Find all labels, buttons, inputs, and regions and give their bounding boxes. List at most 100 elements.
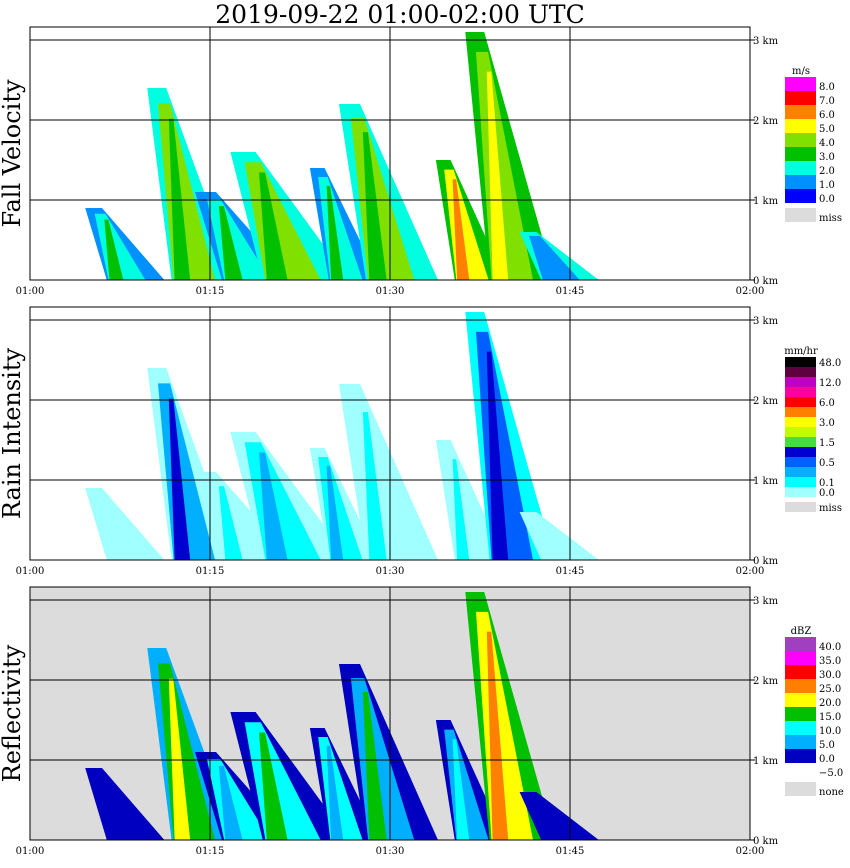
legend-label: 25.0 — [819, 684, 841, 695]
color-legend: m/s 8.0 7.0 6.0 5.0 4.0 3.0 2.0 1.0 0.0 miss — [785, 66, 842, 224]
panel-label: Reflectivity — [0, 644, 26, 782]
legend-label: miss — [819, 213, 842, 224]
legend-swatch — [785, 782, 816, 796]
echo-cell — [339, 664, 438, 840]
x-tick-label: 01:30 — [376, 846, 405, 857]
echo-layer — [168, 678, 191, 840]
echo-layer — [218, 206, 243, 280]
y-tick-label: 2 km — [753, 116, 779, 127]
echo-layer — [326, 185, 344, 280]
legend-label: 1.0 — [819, 180, 835, 191]
echo-layer — [452, 179, 470, 280]
y-tick-label: 0 km — [753, 556, 779, 567]
x-tick-label: 01:15 — [196, 566, 225, 577]
legend-swatch — [785, 679, 816, 693]
echo-layer — [452, 739, 470, 840]
y-tick-label: 3 km — [753, 596, 779, 607]
echo-layer — [326, 465, 344, 560]
y-tick-label: 0 km — [753, 276, 779, 287]
legend-swatch — [785, 147, 816, 161]
legend-swatch — [785, 417, 816, 427]
x-tick-label: 01:30 — [376, 566, 405, 577]
echo-cell — [230, 152, 350, 280]
legend-label: 4.0 — [819, 138, 835, 149]
echo-layer — [362, 692, 387, 840]
y-tick-label: 2 km — [753, 396, 779, 407]
legend-label: 5.0 — [819, 740, 835, 751]
echo-cell — [230, 432, 350, 560]
legend-swatch — [785, 377, 816, 387]
legend-swatch — [785, 749, 816, 763]
legend-swatch — [785, 502, 816, 512]
legend-swatch — [785, 437, 816, 447]
legend-swatch — [785, 367, 816, 377]
echo-layer — [218, 766, 243, 840]
legend-swatch — [785, 651, 816, 665]
legend-swatch — [785, 427, 816, 437]
legend-label: 48.0 — [819, 358, 841, 369]
legend-swatch — [785, 189, 816, 203]
legend-label: 1.5 — [819, 438, 835, 449]
legend-label: 35.0 — [819, 656, 841, 667]
legend-swatch — [785, 105, 816, 119]
echo-layer — [259, 732, 288, 840]
legend-label: 40.0 — [819, 642, 841, 653]
echo-layer — [362, 412, 387, 560]
echo-cell — [465, 592, 555, 840]
legend-label: 10.0 — [819, 726, 841, 737]
legend-label: 6.0 — [819, 398, 835, 409]
x-tick-label: 02:00 — [736, 566, 765, 577]
legend-swatch — [785, 208, 816, 222]
legend-swatch — [785, 133, 816, 147]
panel-label: Fall Velocity — [0, 79, 26, 228]
x-tick-label: 01:45 — [556, 566, 585, 577]
echo-layer — [168, 118, 191, 280]
echo-cell — [519, 792, 599, 840]
legend-swatch — [785, 707, 816, 721]
x-tick-label: 01:00 — [16, 566, 45, 577]
legend-label: 7.0 — [819, 96, 835, 107]
echo-layer — [104, 779, 124, 840]
echo-cell — [339, 104, 438, 280]
legend-label: 5.0 — [819, 124, 835, 135]
echo-layer — [486, 71, 509, 281]
legend-label: 0.1 — [819, 478, 835, 489]
legend-swatch — [785, 447, 816, 457]
legend-swatch — [785, 387, 816, 397]
echo-layer — [486, 631, 509, 840]
legend-label: 2.0 — [819, 166, 835, 177]
echo-layer — [538, 239, 558, 280]
chart-title: 2019-09-22 01:00-02:00 UTC — [215, 0, 585, 29]
legend-swatch — [785, 693, 816, 707]
legend-title: m/s — [792, 66, 810, 77]
echo-layer — [259, 452, 288, 560]
legend-swatch — [785, 457, 816, 467]
panel-label: Rain Intensity — [0, 348, 26, 520]
legend-label: 8.0 — [819, 82, 835, 93]
echo-layer — [104, 499, 124, 560]
x-tick-label: 02:00 — [736, 846, 765, 857]
y-tick-label: 3 km — [753, 36, 779, 47]
legend-label: 3.0 — [819, 152, 835, 163]
echo-cell — [465, 312, 555, 560]
legend-swatch — [785, 119, 816, 133]
echo-layer — [452, 459, 470, 560]
x-tick-label: 01:15 — [196, 846, 225, 857]
legend-label: 0.5 — [819, 458, 835, 469]
echo-cell — [85, 208, 165, 280]
plot-frame — [29, 306, 751, 561]
x-tick-label: 01:30 — [376, 286, 405, 297]
echo-layer — [538, 519, 558, 560]
x-tick-label: 01:00 — [16, 286, 45, 297]
echo-cell — [519, 512, 599, 560]
echo-layer — [104, 219, 124, 280]
legend-label: none — [819, 787, 844, 798]
legend-swatch — [785, 175, 816, 189]
plot-frame — [29, 586, 751, 841]
legend-swatch — [785, 487, 816, 497]
echo-layer — [486, 351, 509, 560]
legend-title: mm/hr — [784, 346, 818, 357]
legend-label: 30.0 — [819, 670, 841, 681]
